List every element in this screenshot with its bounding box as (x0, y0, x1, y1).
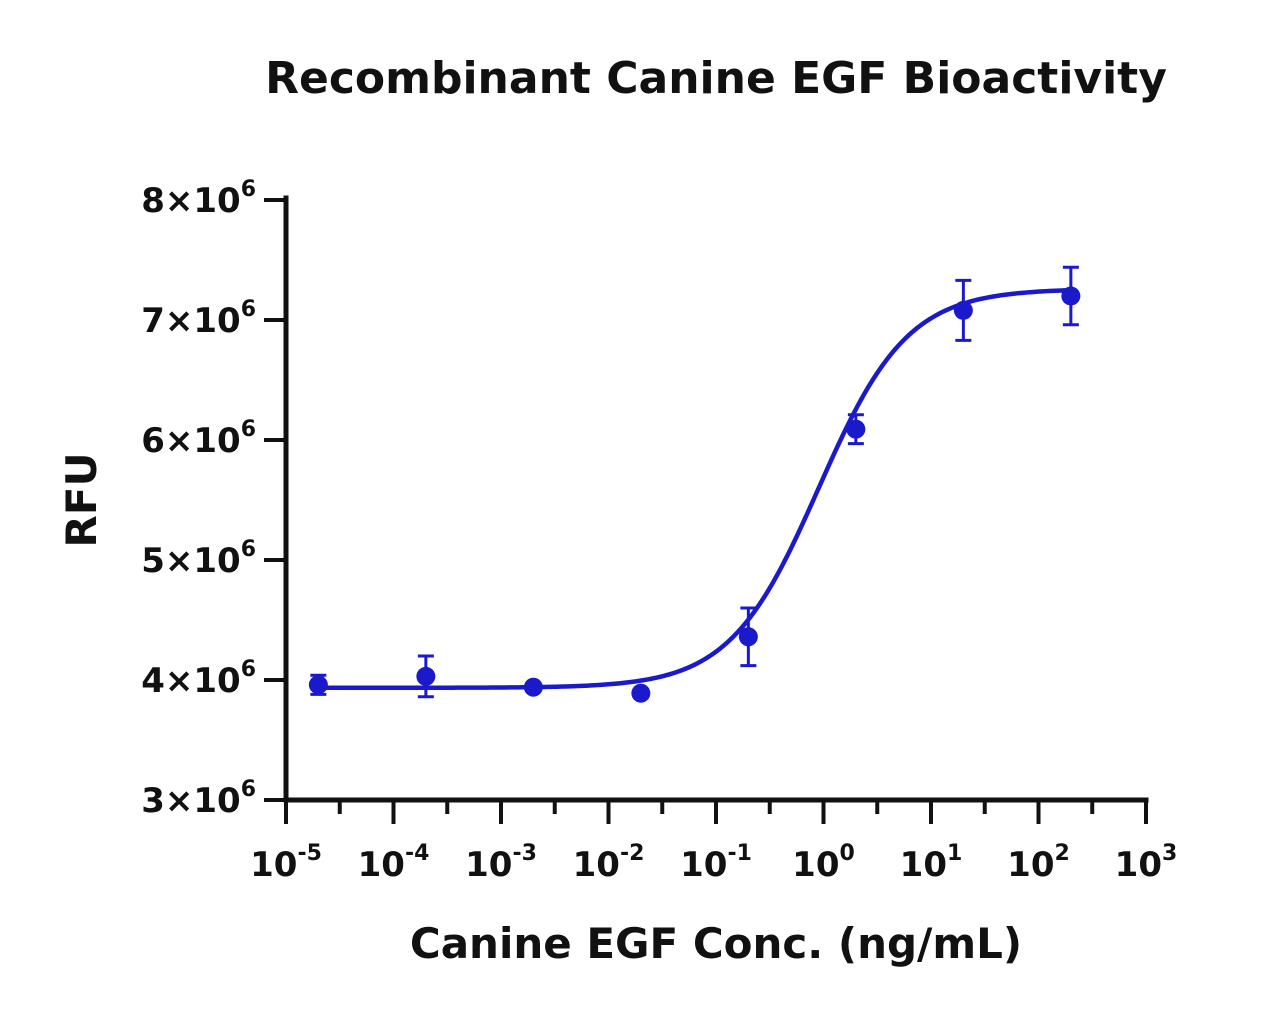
x-tick-label-exp: 0 (840, 841, 855, 866)
data-point (738, 627, 758, 647)
data-point-group (738, 606, 758, 668)
data-point-group (308, 673, 328, 696)
chart-title: Recombinant Canine EGF Bioactivity (265, 53, 1167, 104)
y-tick-label-base: 5×10 (141, 541, 240, 581)
x-tick-label-exp: -4 (405, 841, 429, 866)
y-tick-label: 8×106 (141, 177, 256, 221)
data-point-group (523, 677, 543, 697)
data-point (523, 677, 543, 697)
data-points (308, 265, 1081, 703)
x-tick-label-base: 10 (465, 845, 512, 885)
y-tick-label-exp: 6 (241, 657, 256, 682)
y-tick-label-base: 3×10 (141, 781, 240, 821)
data-point (846, 419, 866, 439)
data-point (416, 666, 436, 686)
x-tick-label: 101 (900, 841, 963, 885)
x-axis-ticks: 10-5 10-4 10-3 10-2 10-1 100 101 102 103 (250, 800, 1177, 885)
x-tick-label: 10-5 (250, 841, 322, 885)
x-tick-label-base: 10 (1007, 845, 1054, 885)
x-tick-label-exp: 2 (1055, 841, 1070, 866)
data-point-group (631, 683, 651, 703)
y-tick-label: 3×106 (141, 777, 256, 821)
x-tick-label-exp: -1 (727, 841, 751, 866)
data-point-group (953, 278, 973, 342)
data-point (1061, 286, 1081, 306)
data-point (631, 683, 651, 703)
x-axis-label: Canine EGF Conc. (ng/mL) (410, 919, 1022, 968)
x-tick-label-base: 10 (358, 845, 405, 885)
x-tick-label: 10-1 (680, 841, 752, 885)
x-tick-label: 10-3 (465, 841, 537, 885)
x-tick-label: 103 (1115, 841, 1178, 885)
y-tick-label-exp: 6 (241, 177, 256, 202)
y-tick-label-base: 7×10 (141, 301, 240, 341)
y-tick-label: 5×106 (141, 537, 256, 581)
data-point (953, 300, 973, 320)
y-tick-label-exp: 6 (241, 777, 256, 802)
y-tick-label: 4×106 (141, 657, 256, 701)
y-tick-label-exp: 6 (241, 417, 256, 442)
x-tick-label-exp: -3 (512, 841, 536, 866)
axes (283, 195, 1149, 803)
data-point-group (846, 413, 866, 446)
data-point-group (416, 654, 436, 699)
fit-curve (318, 287, 1071, 691)
x-tick-label-exp: -2 (620, 841, 644, 866)
x-tick-label: 100 (792, 841, 855, 885)
data-point-group (1061, 265, 1081, 327)
x-tick-label-base: 10 (792, 845, 839, 885)
x-tick-label-base: 10 (573, 845, 620, 885)
y-tick-label-exp: 6 (241, 297, 256, 322)
x-tick-label-exp: -5 (297, 841, 321, 866)
x-tick-label-base: 10 (680, 845, 727, 885)
x-tick-label: 102 (1007, 841, 1070, 885)
x-tick-label-exp: 3 (1162, 841, 1177, 866)
y-axis-label: RFU (57, 452, 106, 547)
x-tick-label: 10-4 (358, 841, 430, 885)
y-tick-label: 6×106 (141, 417, 256, 461)
y-tick-label-base: 4×10 (141, 661, 240, 701)
x-tick-label-exp: 1 (947, 841, 962, 866)
y-tick-label-base: 8×10 (141, 181, 240, 221)
x-tick-label: 10-2 (573, 841, 645, 885)
data-point (308, 675, 328, 695)
x-tick-label-base: 10 (1115, 845, 1162, 885)
x-tick-label-base: 10 (900, 845, 947, 885)
y-tick-label: 7×106 (141, 297, 256, 341)
y-tick-label-exp: 6 (241, 537, 256, 562)
x-tick-label-base: 10 (250, 845, 297, 885)
y-tick-label-base: 6×10 (141, 421, 240, 461)
